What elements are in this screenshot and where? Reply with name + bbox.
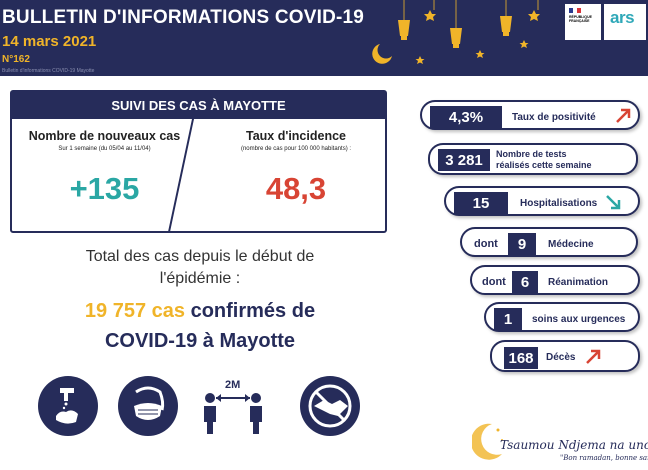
republique-francaise-logo: RÉPUBLIQUE FRANÇAISE <box>565 4 601 40</box>
new-cases-period: Sur 1 semaine (du 05/04 au 11/04) <box>58 146 151 152</box>
medecine-value: 9 <box>508 233 536 255</box>
new-cases-label: Nombre de nouveaux cas <box>28 129 181 143</box>
total-cases-place: COVID-19 à Mayotte <box>104 330 296 352</box>
urgences-value: 1 <box>494 308 522 330</box>
medecine-label: Médecine <box>548 238 594 250</box>
down-arrow-icon <box>606 195 621 210</box>
reanimation-value: 6 <box>512 271 538 293</box>
reanimation-label: Réanimation <box>548 276 609 288</box>
lantern-ornaments-icon <box>372 0 540 64</box>
no-handshake-icon <box>300 376 360 436</box>
up-arrow-icon <box>616 108 631 123</box>
ars-logo: ars <box>604 4 646 40</box>
medecine-indicator: dont 9 Médecine <box>460 227 638 257</box>
up-arrow-icon <box>586 349 601 364</box>
new-cases-section: Nombre de nouveaux cas Sur 1 semaine (du… <box>12 129 197 207</box>
total-cases-number: 19 757 cas <box>84 300 186 322</box>
incidence-value: 48,3 <box>265 171 327 206</box>
hospitalisations-value: 15 <box>454 192 508 214</box>
header-banner: BULLETIN D'INFORMATIONS COVID-19 14 mars… <box>0 0 648 76</box>
incidence-label: Taux d'incidence <box>246 129 346 143</box>
positivity-label: Taux de positivité <box>512 111 596 123</box>
deces-value: 168 <box>504 347 538 369</box>
bulletin-number: N°162 <box>2 54 30 65</box>
slogan-translation: "Bon ramadan, bonne santé" <box>560 454 648 462</box>
incidence-section: Taux d'incidence (nombre de cas pour 100… <box>207 129 385 207</box>
tests-value: 3 281 <box>438 149 490 171</box>
distance-2m-icon: 2M <box>198 376 268 436</box>
total-cases-intro: Total des cas depuis le début de l'épidé… <box>20 246 380 290</box>
positivity-indicator: 4,3% Taux de positivité <box>420 100 640 130</box>
hand-washing-icon <box>38 376 98 436</box>
tests-label: Nombre de tests réalisés cette semaine <box>496 149 592 170</box>
bulletin-title: BULLETIN D'INFORMATIONS COVID-19 <box>2 7 365 28</box>
total-cases-confirmed: confirmés de <box>190 300 316 322</box>
urgences-label: soins aux urgences <box>532 313 626 325</box>
suivi-title: SUIVI DES CAS À MAYOTTE <box>12 92 385 119</box>
deces-indicator: 168 Décès <box>490 340 640 372</box>
total-line-2: l'épidémie : <box>159 270 241 287</box>
hospitalisations-indicator: 15 Hospitalisations <box>444 186 640 216</box>
total-cases-figure: 19 757 cas confirmés de COVID-19 à Mayot… <box>10 296 390 356</box>
header-small-text: Bulletin d'informations COVID-19 Mayotte <box>2 68 95 74</box>
urgences-indicator: 1 soins aux urgences <box>484 302 640 332</box>
crescent-moon-icon <box>472 423 503 460</box>
bulletin-date: 14 mars 2021 <box>2 33 97 50</box>
new-cases-value: +135 <box>69 171 140 206</box>
reanimation-indicator: dont 6 Réanimation <box>470 265 640 295</box>
medecine-prefix: dont <box>474 238 498 250</box>
total-line-1: Total des cas depuis le début de <box>85 248 315 265</box>
slogan-text: Tsaumou Ndjema na unono ! <box>500 438 648 452</box>
deces-label: Décès <box>546 351 576 363</box>
incidence-sub: (nombre de cas pour 100 000 habitants) : <box>240 146 352 152</box>
reanimation-prefix: dont <box>482 276 506 288</box>
tests-indicator: 3 281 Nombre de tests réalisés cette sem… <box>428 143 638 175</box>
suivi-cas-panel: SUIVI DES CAS À MAYOTTE Nombre de nouvea… <box>10 90 387 233</box>
face-mask-icon <box>118 376 178 436</box>
hospitalisations-label: Hospitalisations <box>520 197 598 209</box>
positivity-value: 4,3% <box>430 106 502 128</box>
distance-label: 2M <box>225 379 240 391</box>
